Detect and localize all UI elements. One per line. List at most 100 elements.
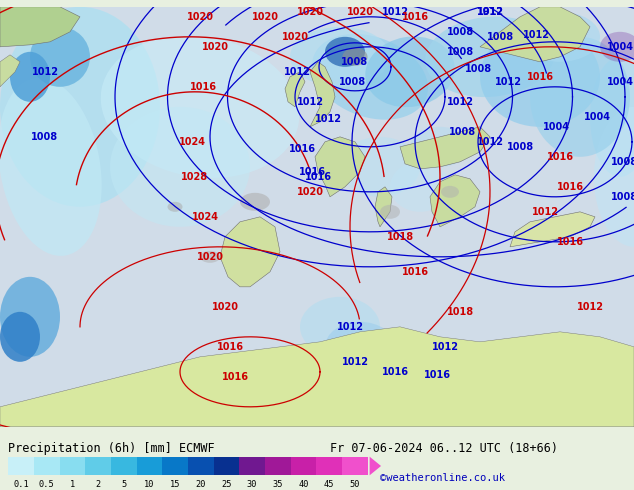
Text: 1008: 1008 xyxy=(339,77,366,87)
Ellipse shape xyxy=(342,48,368,66)
Text: 1012: 1012 xyxy=(522,30,550,40)
Text: Fr 07-06-2024 06..12 UTC (18+66): Fr 07-06-2024 06..12 UTC (18+66) xyxy=(330,442,558,455)
Ellipse shape xyxy=(240,193,270,211)
Ellipse shape xyxy=(325,322,395,372)
Text: 1020: 1020 xyxy=(297,187,323,197)
Ellipse shape xyxy=(530,37,630,157)
Text: 1020: 1020 xyxy=(281,32,309,42)
Ellipse shape xyxy=(380,205,400,219)
Ellipse shape xyxy=(290,27,390,87)
Text: 50: 50 xyxy=(349,480,360,489)
Text: 1012: 1012 xyxy=(342,357,368,367)
Text: 1016: 1016 xyxy=(304,172,332,182)
Ellipse shape xyxy=(0,78,101,256)
Ellipse shape xyxy=(410,127,470,167)
Text: 15: 15 xyxy=(170,480,181,489)
Ellipse shape xyxy=(0,7,160,207)
Ellipse shape xyxy=(0,312,40,362)
Text: 1012: 1012 xyxy=(382,7,408,17)
Text: 1008: 1008 xyxy=(342,57,368,67)
Text: 20: 20 xyxy=(195,480,206,489)
Polygon shape xyxy=(220,217,280,287)
Text: 1: 1 xyxy=(70,480,75,489)
Text: 1020: 1020 xyxy=(197,252,224,262)
Text: 1016: 1016 xyxy=(299,167,325,177)
Ellipse shape xyxy=(200,251,220,263)
Text: 1012: 1012 xyxy=(337,322,363,332)
Text: 1024: 1024 xyxy=(191,212,219,222)
Text: 1004: 1004 xyxy=(583,112,611,122)
Text: 1020: 1020 xyxy=(212,302,238,312)
Text: 1008: 1008 xyxy=(486,32,514,42)
Text: 1008: 1008 xyxy=(446,27,474,37)
Ellipse shape xyxy=(590,57,634,177)
Text: 1012: 1012 xyxy=(576,302,604,312)
Text: 1004: 1004 xyxy=(607,42,633,52)
Text: 10: 10 xyxy=(144,480,155,489)
Text: 35: 35 xyxy=(273,480,283,489)
Text: 1008: 1008 xyxy=(611,157,634,167)
Text: 1012: 1012 xyxy=(477,137,503,147)
Polygon shape xyxy=(480,7,590,62)
Text: 1012: 1012 xyxy=(314,114,342,124)
Polygon shape xyxy=(0,7,80,47)
Text: 1016: 1016 xyxy=(424,370,451,380)
Polygon shape xyxy=(375,187,392,227)
Ellipse shape xyxy=(300,297,380,357)
Text: 30: 30 xyxy=(247,480,257,489)
Ellipse shape xyxy=(425,17,555,97)
Text: 1008: 1008 xyxy=(446,47,474,57)
Text: 0.1: 0.1 xyxy=(13,480,29,489)
Text: 1016: 1016 xyxy=(216,342,243,352)
Text: 1008: 1008 xyxy=(32,132,58,142)
Text: 1018: 1018 xyxy=(387,232,413,242)
Text: 1004: 1004 xyxy=(607,77,633,87)
Ellipse shape xyxy=(441,186,459,198)
Text: 1012: 1012 xyxy=(432,342,458,352)
Text: 1012: 1012 xyxy=(495,77,522,87)
Polygon shape xyxy=(0,55,20,87)
Ellipse shape xyxy=(167,202,183,212)
Ellipse shape xyxy=(312,34,428,120)
Text: 1012: 1012 xyxy=(477,7,503,17)
Text: 1020: 1020 xyxy=(347,7,373,17)
Text: 1016: 1016 xyxy=(526,72,553,82)
Ellipse shape xyxy=(101,36,299,178)
Text: 0.5: 0.5 xyxy=(39,480,55,489)
Polygon shape xyxy=(315,137,365,197)
Ellipse shape xyxy=(30,27,90,87)
Ellipse shape xyxy=(0,277,60,357)
Text: 1012: 1012 xyxy=(297,97,323,107)
Polygon shape xyxy=(285,72,305,107)
Ellipse shape xyxy=(520,12,600,62)
Text: 1008: 1008 xyxy=(507,142,534,152)
Text: 1016: 1016 xyxy=(288,144,316,154)
Text: 2: 2 xyxy=(96,480,101,489)
Text: 1008: 1008 xyxy=(465,64,491,74)
Polygon shape xyxy=(400,127,490,169)
Text: 25: 25 xyxy=(221,480,232,489)
Ellipse shape xyxy=(390,162,450,212)
Text: 1016: 1016 xyxy=(547,152,574,162)
Text: 1016: 1016 xyxy=(382,367,408,377)
Text: 1012: 1012 xyxy=(531,207,559,217)
Text: 1024: 1024 xyxy=(179,137,205,147)
Ellipse shape xyxy=(365,36,455,107)
Polygon shape xyxy=(0,327,634,427)
Ellipse shape xyxy=(480,27,600,127)
Text: 1012: 1012 xyxy=(32,67,58,77)
Text: 1020: 1020 xyxy=(186,12,214,22)
Text: 1020: 1020 xyxy=(202,42,228,52)
Ellipse shape xyxy=(600,32,634,62)
Text: 1018: 1018 xyxy=(446,307,474,317)
Text: 1016: 1016 xyxy=(221,372,249,382)
Polygon shape xyxy=(510,212,595,247)
Polygon shape xyxy=(310,62,335,127)
Text: 40: 40 xyxy=(298,480,309,489)
Ellipse shape xyxy=(340,137,420,197)
Text: 45: 45 xyxy=(324,480,335,489)
Polygon shape xyxy=(430,175,480,227)
Ellipse shape xyxy=(110,107,250,227)
Text: 1008: 1008 xyxy=(448,127,476,137)
Text: 1012: 1012 xyxy=(446,97,474,107)
